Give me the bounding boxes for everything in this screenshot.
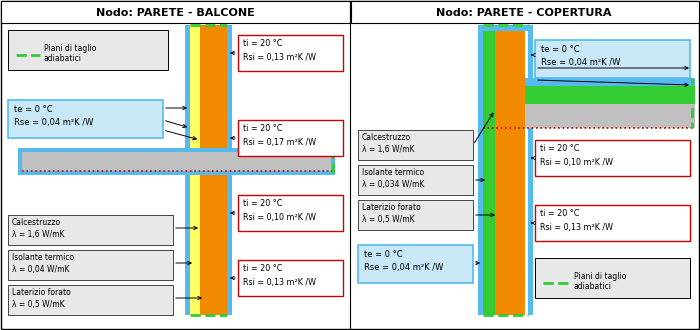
Bar [238, 195, 343, 231]
Bar [351, 1, 699, 23]
Text: ti = 20 °C: ti = 20 °C [540, 209, 580, 218]
Text: Calcestruzzo: Calcestruzzo [12, 218, 61, 227]
Bar [238, 260, 343, 296]
Bar [238, 35, 343, 71]
Bar [22, 152, 331, 171]
Bar [8, 285, 173, 315]
Bar [185, 25, 190, 315]
Text: ti = 20 °C: ti = 20 °C [540, 144, 580, 153]
Text: te = 0 °C: te = 0 °C [364, 250, 402, 259]
Bar [18, 148, 335, 175]
Text: λ = 1,6 W/mK: λ = 1,6 W/mK [12, 230, 64, 239]
Bar [358, 245, 473, 283]
Bar [483, 86, 695, 104]
Text: λ = 0,5 W/mK: λ = 0,5 W/mK [12, 300, 64, 309]
Bar [200, 25, 230, 315]
Text: Laterizio forato: Laterizio forato [12, 288, 71, 297]
Text: Rsi = 0,13 m²K /W: Rsi = 0,13 m²K /W [243, 278, 316, 287]
Text: Piani di taglio
adiabatici: Piani di taglio adiabatici [44, 44, 97, 63]
Text: Piani di taglio
adiabatici: Piani di taglio adiabatici [574, 272, 626, 291]
Bar [535, 258, 690, 298]
Text: λ = 1,6 W/mK: λ = 1,6 W/mK [362, 145, 414, 154]
Bar [478, 25, 483, 315]
Text: ti = 20 °C: ti = 20 °C [243, 124, 282, 133]
Text: λ = 0,04 W/mK: λ = 0,04 W/mK [12, 265, 69, 274]
Text: λ = 0,034 W/mK: λ = 0,034 W/mK [362, 180, 424, 189]
Bar [8, 30, 168, 70]
Text: Nodo: PARETE - COPERTURA: Nodo: PARETE - COPERTURA [436, 8, 612, 18]
Text: Rse = 0,04 m²K /W: Rse = 0,04 m²K /W [541, 58, 620, 67]
Text: Rse = 0,04 m²K /W: Rse = 0,04 m²K /W [14, 118, 93, 127]
Bar [535, 140, 690, 176]
Bar [483, 25, 495, 315]
Bar [535, 205, 690, 241]
Bar [358, 200, 473, 230]
Text: Rse = 0,04 m²K /W: Rse = 0,04 m²K /W [364, 263, 443, 272]
Bar [238, 120, 343, 156]
Bar [528, 25, 533, 315]
Text: Laterizio forato: Laterizio forato [362, 203, 421, 212]
Text: Rsi = 0,10 m²K /W: Rsi = 0,10 m²K /W [243, 213, 316, 222]
Text: Calcestruzzo: Calcestruzzo [362, 133, 411, 142]
Text: te = 0 °C: te = 0 °C [541, 45, 580, 54]
Bar [495, 78, 525, 128]
Bar [227, 25, 232, 315]
Text: Nodo: PARETE - BALCONE: Nodo: PARETE - BALCONE [96, 8, 254, 18]
Text: Isolante termico: Isolante termico [12, 253, 74, 262]
Bar [535, 40, 690, 78]
Bar [8, 215, 173, 245]
Text: λ = 0,5 W/mK: λ = 0,5 W/mK [362, 215, 414, 224]
Text: Isolante termico: Isolante termico [362, 168, 424, 177]
Bar [478, 25, 533, 31]
Bar [190, 25, 200, 315]
Bar [8, 100, 163, 138]
Bar [483, 104, 695, 128]
Text: Rsi = 0,13 m²K /W: Rsi = 0,13 m²K /W [540, 223, 613, 232]
Bar [483, 78, 495, 128]
Text: Rsi = 0,10 m²K /W: Rsi = 0,10 m²K /W [540, 158, 613, 167]
Bar [495, 25, 525, 315]
Bar [358, 165, 473, 195]
Bar [1, 1, 350, 23]
Bar [358, 130, 473, 160]
Text: ti = 20 °C: ti = 20 °C [243, 199, 282, 208]
Text: ti = 20 °C: ti = 20 °C [243, 39, 282, 48]
Bar [483, 78, 695, 86]
Text: Rsi = 0,13 m²K /W: Rsi = 0,13 m²K /W [243, 53, 316, 62]
Text: te = 0 °C: te = 0 °C [14, 105, 52, 114]
Bar [8, 250, 173, 280]
Text: ti = 20 °C: ti = 20 °C [243, 264, 282, 273]
Text: Rsi = 0,17 m²K /W: Rsi = 0,17 m²K /W [243, 138, 316, 147]
